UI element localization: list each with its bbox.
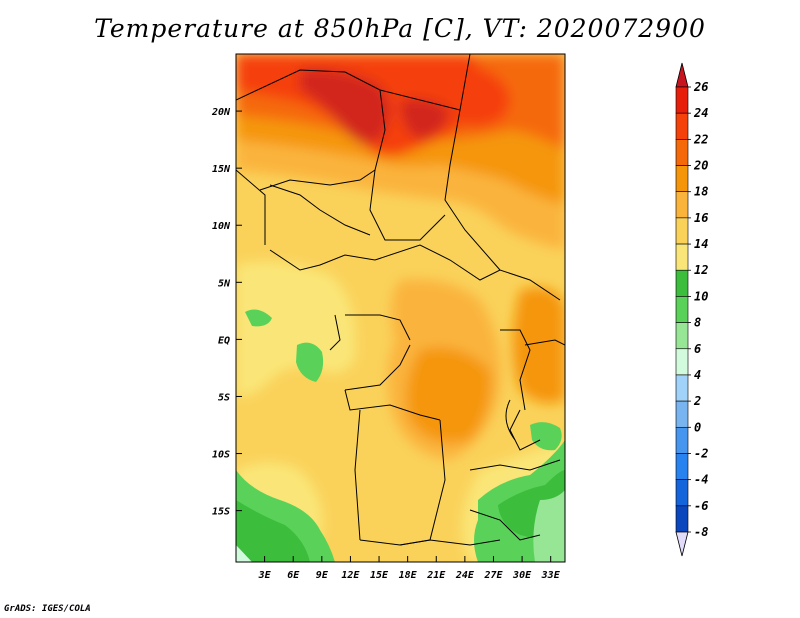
- colorbar-label: 24: [693, 106, 708, 120]
- colorbar-swatch: [675, 243, 689, 271]
- colorbar-label: -6: [694, 499, 708, 513]
- colorbar-swatch: [675, 191, 689, 219]
- colorbar-swatch: [675, 139, 689, 166]
- lat-tick-label: EQ: [218, 335, 230, 346]
- lat-tick-label: 5S: [218, 392, 230, 403]
- lon-tick-label: 27E: [483, 570, 503, 581]
- credit-label: GrADS: IGES/COLA: [4, 604, 91, 614]
- colorbar-label: 22: [693, 132, 708, 146]
- colorbar-swatch: [675, 374, 689, 402]
- colorbar-swatch: [675, 400, 689, 428]
- colorbar-label: 4: [694, 368, 701, 382]
- colorbar-label: 16: [694, 211, 708, 225]
- lat-tick-label: 10S: [212, 450, 230, 461]
- colorbar-label: 6: [694, 342, 701, 356]
- colorbar-label: -2: [694, 446, 708, 460]
- colorbar-label: 14: [694, 237, 708, 251]
- colorbar-label: -8: [694, 525, 708, 539]
- lon-tick-label: 15E: [370, 570, 389, 581]
- lon-tick-label: 33E: [541, 570, 561, 581]
- colorbar-label: 12: [694, 263, 708, 277]
- colorbar-label: -4: [694, 473, 708, 487]
- colorbar-label: 10: [694, 289, 708, 303]
- colorbar-label: 2: [693, 394, 701, 408]
- lat-tick-label: 15S: [212, 507, 230, 518]
- colorbar-swatch: [675, 348, 689, 376]
- lon-tick-label: 9E: [316, 570, 329, 581]
- colorbar-overflow-low: [675, 531, 689, 557]
- colorbar-swatch: [675, 86, 689, 114]
- colorbar-swatch: [675, 269, 689, 297]
- map-frame: [235, 53, 566, 563]
- colorbar-overflow-high: [675, 62, 689, 88]
- colorbar-swatch: [675, 505, 689, 533]
- lon-tick-label: 3E: [258, 570, 272, 581]
- lat-tick-label: 20N: [211, 107, 231, 118]
- axis-ticks: 3E 6E 9E 12E 15E 18E 21E 24E 27E 30E 33E 20N 15N 10N 5…: [211, 107, 561, 581]
- colorbar-label: 8: [694, 316, 701, 330]
- colorbar-swatch: [675, 322, 689, 350]
- lat-tick-label: 5N: [218, 278, 231, 289]
- lon-tick-label: 21E: [426, 570, 446, 581]
- colorbar-swatch: [675, 426, 689, 454]
- lon-tick-label: 18E: [399, 570, 418, 581]
- lat-tick-label: 15N: [212, 164, 231, 175]
- colorbar-swatch: [675, 453, 689, 480]
- lon-tick-label: 30E: [512, 570, 532, 581]
- lon-tick-label: 24E: [455, 570, 475, 581]
- colorbar-swatch: [675, 479, 689, 507]
- colorbar-swatch: [675, 112, 689, 140]
- colorbar-swatch: [675, 165, 689, 193]
- map-title: Temperature at 850hPa [C], VT: 202007290…: [94, 14, 706, 43]
- colorbar-label: 0: [694, 420, 701, 434]
- colorbar-swatch: [675, 296, 689, 323]
- lon-tick-label: 6E: [287, 570, 300, 581]
- lat-tick-label: 10N: [212, 221, 231, 232]
- colorbar-label: 26: [693, 80, 708, 94]
- country-borders: [236, 54, 565, 546]
- lon-tick-label: 12E: [341, 570, 360, 581]
- colorbar-label: 18: [694, 185, 708, 199]
- colorbar-label: 20: [693, 159, 708, 173]
- colorbar-swatch: [675, 217, 689, 245]
- temperature-field: [236, 54, 565, 562]
